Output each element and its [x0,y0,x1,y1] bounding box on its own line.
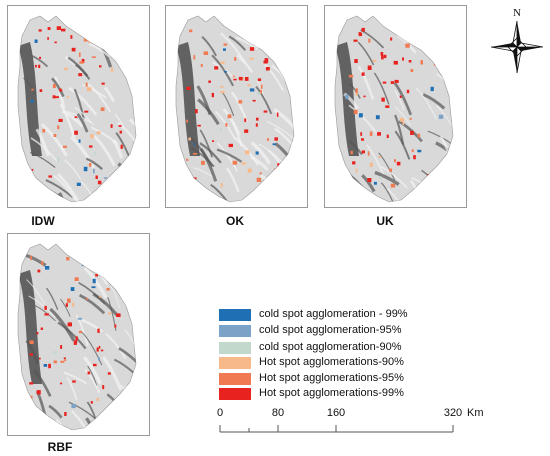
legend-label: cold spot agglomeration - 99% [259,308,408,320]
scale-bar: 0 80 160 320 Km [214,407,494,447]
legend-label: cold spot agglomeration-95% [259,324,402,336]
map-panel-ok [165,5,308,208]
scale-tick-label: 320 [443,407,463,419]
compass-rose-icon: N [490,7,544,74]
legend-label: Hot spot agglomerations-90% [259,356,404,368]
terrain-map [17,243,137,431]
map-label-rbf: RBF [47,440,73,454]
map-label-uk: UK [376,214,394,228]
terrain-map [334,15,454,203]
legend-item: Hot spot agglomerations-90% [219,356,459,370]
legend-swatch [219,309,251,321]
north-label: N [513,7,521,19]
terrain-map [17,15,137,203]
legend-item: Hot spot agglomerations-95% [219,372,459,386]
map-label-ok: OK [226,214,244,228]
north-arrow: N [487,5,547,77]
scale-unit-label: Km [467,407,484,419]
map-panel-idw [7,5,150,208]
map-panel-uk [324,5,467,208]
scale-tick-label: 160 [326,407,346,419]
legend-label: Hot spot agglomerations-99% [259,387,404,399]
map-label-idw: IDW [31,214,55,228]
legend-label: cold spot agglomeration-90% [259,341,402,353]
map-panel-rbf [7,233,150,436]
legend-swatch [219,357,251,369]
terrain-map [175,15,295,203]
legend-swatch [219,325,251,337]
scale-tick-label: 0 [216,407,224,419]
legend-item: cold spot agglomeration - 99% [219,308,459,322]
scale-tick-label: 80 [271,407,285,419]
legend-swatch [219,342,251,354]
legend-swatch [219,373,251,385]
legend-item: cold spot agglomeration-95% [219,324,459,338]
legend-swatch [219,388,251,400]
legend-item: cold spot agglomeration-90% [219,341,459,355]
scale-bar-graphic [219,425,454,433]
legend-label: Hot spot agglomerations-95% [259,372,404,384]
legend-item: Hot spot agglomerations-99% [219,387,459,401]
